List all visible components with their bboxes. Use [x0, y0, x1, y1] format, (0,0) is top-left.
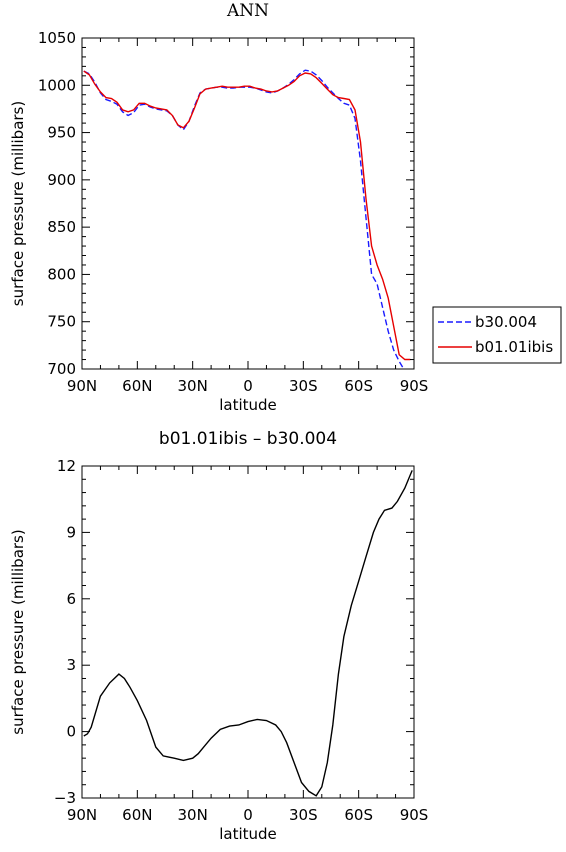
- y-axis-label: surface pressure (millibars): [9, 101, 27, 306]
- legend-box: [432, 306, 562, 364]
- chart-panel-top: 90N 60N 30N 0 30S 60S 90S 700 750 800 850 900 950 100…: [9, 1, 428, 414]
- chart-title: ANN: [226, 1, 269, 21]
- x-tick-label: 90N: [67, 806, 97, 824]
- plot-frame: [81, 37, 415, 370]
- x-tick-label: 0: [243, 806, 253, 824]
- y-tick-label: 850: [47, 218, 76, 236]
- x-tick-label: 90N: [67, 377, 97, 395]
- plot-frame: [81, 465, 415, 799]
- y-tick-label: 950: [47, 124, 76, 142]
- x-tick-label: 60N: [122, 377, 152, 395]
- y-tick-label: 900: [47, 171, 76, 189]
- legend-label: b30.004: [475, 313, 537, 331]
- series-line-b01.01ibis: [83, 70, 411, 361]
- y-tick-label: 1050: [38, 29, 76, 47]
- chart-title: b01.01ibis – b30.004: [159, 429, 337, 449]
- x-tick-label: 30S: [289, 806, 318, 824]
- x-tick-label: 30S: [289, 377, 318, 395]
- y-tick-label: 1000: [38, 76, 76, 94]
- x-tick-label: 0: [243, 377, 253, 395]
- y-tick-label: 3: [66, 656, 76, 674]
- y-axis-label: surface pressure (millibars): [9, 529, 27, 734]
- y-tick-label: 12: [57, 457, 76, 475]
- y-tick-label: 800: [47, 265, 76, 283]
- y-tick-label: 9: [66, 523, 76, 541]
- x-tick-label: 60S: [344, 806, 373, 824]
- chart-panel-bottom: 90N 60N 30N 0 30S 60S 90S −3 0 3 6 9 12 b01.01ibis – …: [9, 429, 428, 843]
- x-tick-label: 60N: [122, 806, 152, 824]
- y-tick-label: 750: [47, 313, 76, 331]
- x-tick-label: 90S: [400, 377, 429, 395]
- x-tick-label: 60S: [344, 377, 373, 395]
- x-tick-label: 30N: [178, 377, 208, 395]
- series-line-b30.004: [83, 69, 405, 369]
- series-line-series-0: [83, 470, 413, 797]
- legend-label: b01.01ibis: [475, 338, 553, 356]
- y-tick-label: 6: [66, 590, 76, 608]
- x-axis-label: latitude: [219, 825, 277, 843]
- x-tick-label: 90S: [400, 806, 429, 824]
- legend: b30.004 b01.01ibis: [432, 306, 562, 364]
- x-tick-label: 30N: [178, 806, 208, 824]
- y-tick-label: 0: [66, 723, 76, 741]
- y-tick-label: −3: [54, 789, 76, 807]
- y-tick-label: 700: [47, 360, 76, 378]
- x-axis-label: latitude: [219, 396, 277, 414]
